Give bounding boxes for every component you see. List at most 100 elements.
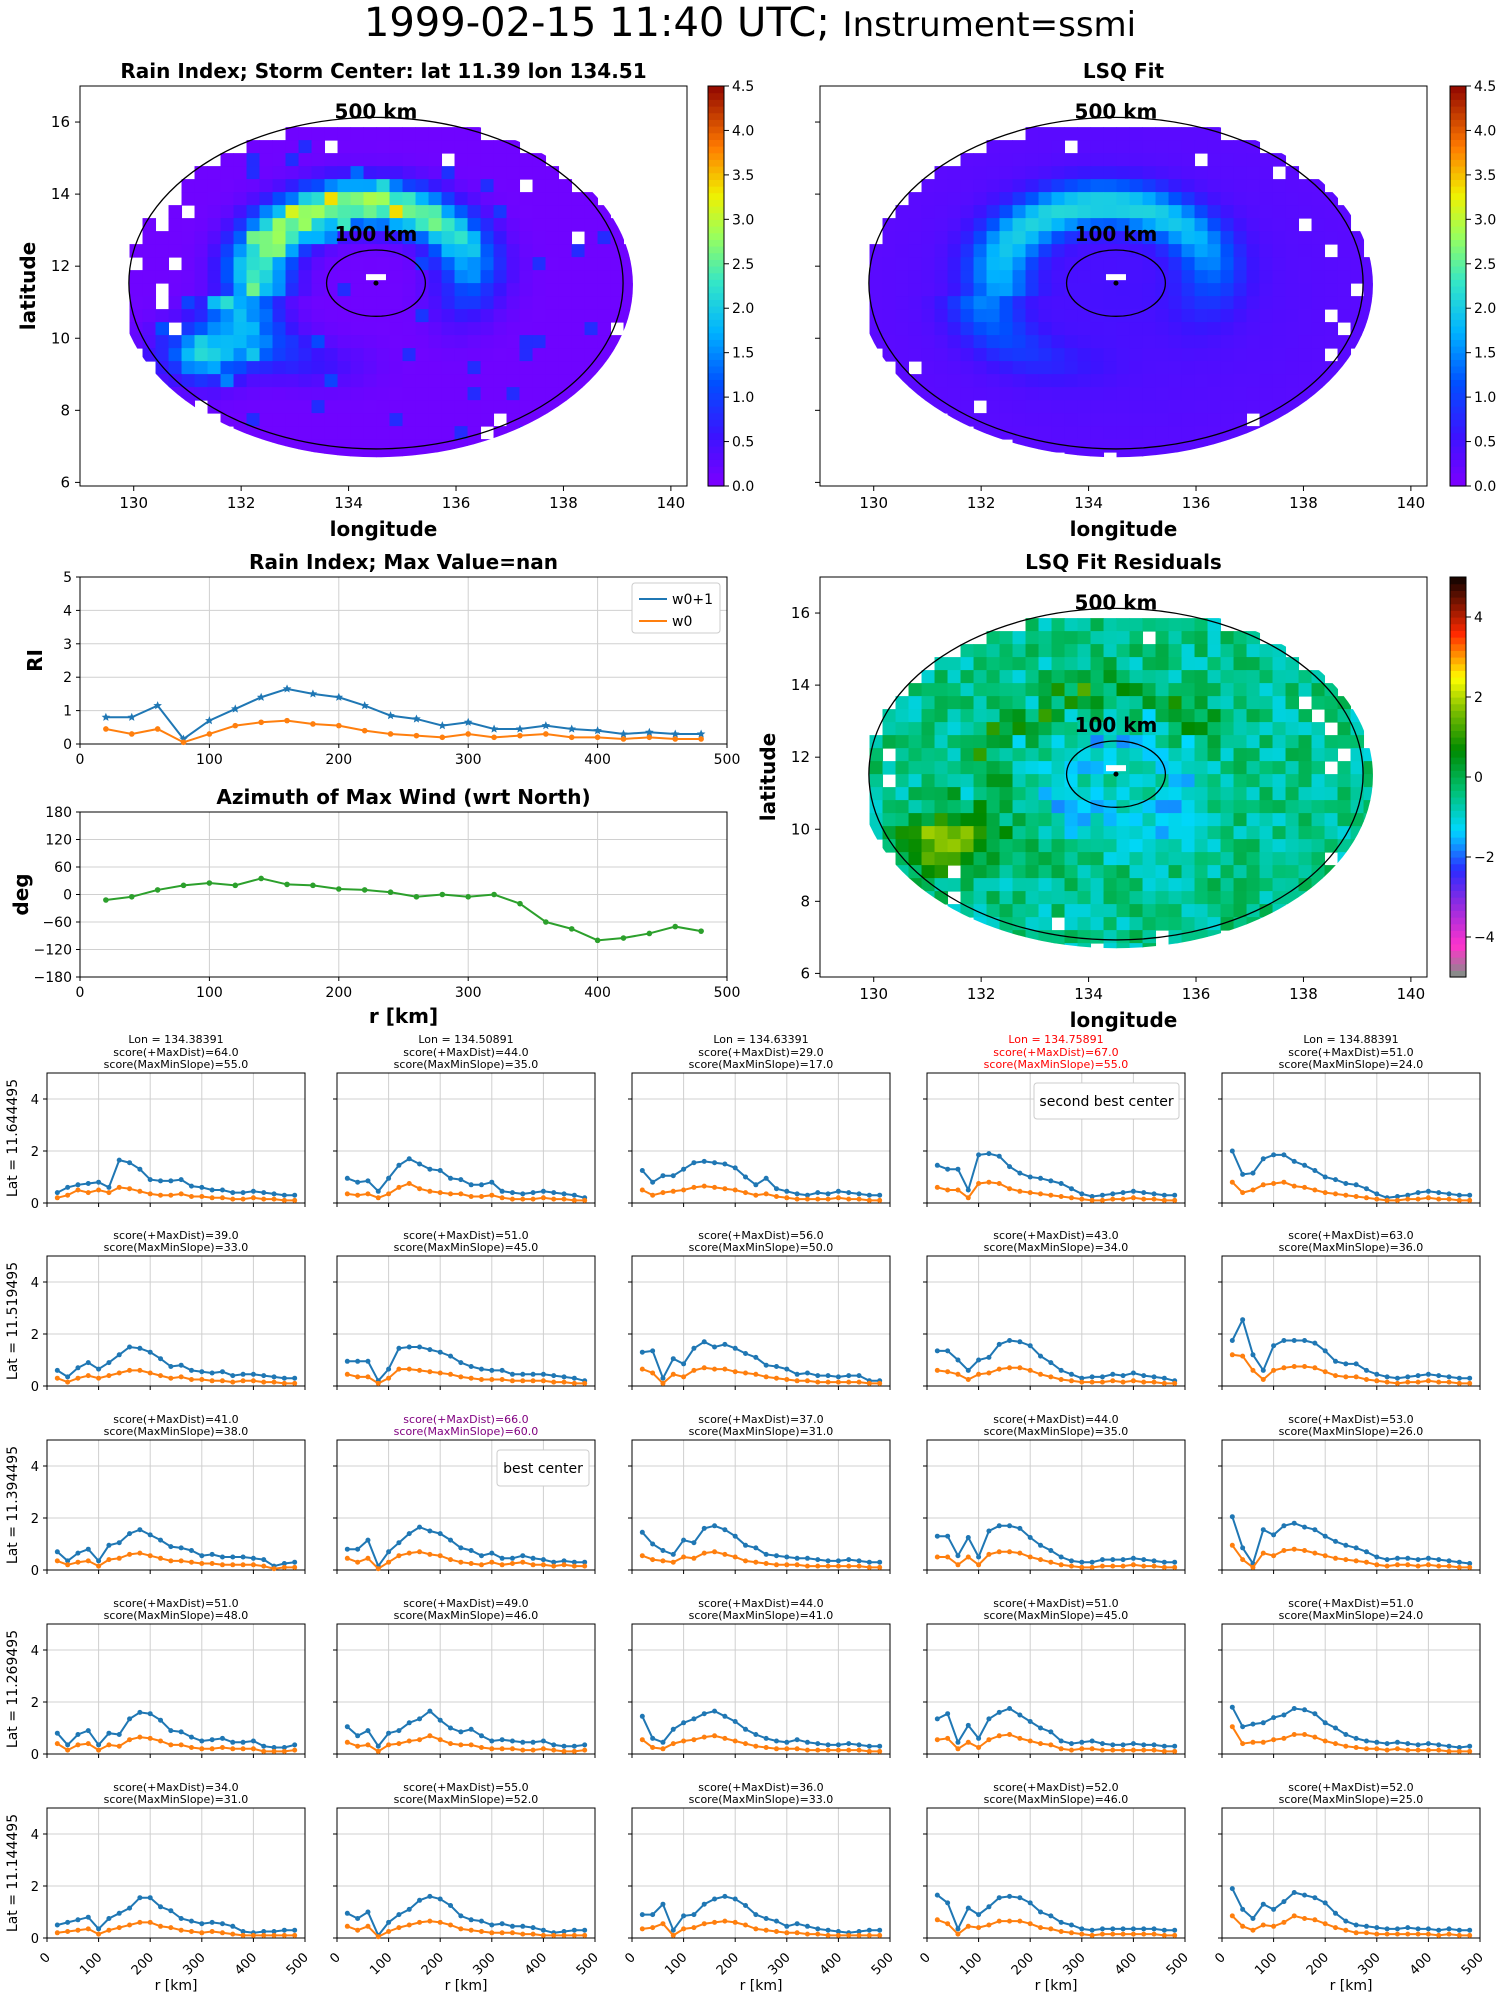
- field-cell: [1077, 787, 1092, 801]
- w0p1-point: [355, 1916, 361, 1921]
- field-cell: [999, 348, 1014, 362]
- field-cell: [493, 231, 508, 245]
- field-cell: [1168, 826, 1183, 840]
- colorbar-step: [1450, 132, 1466, 140]
- field-cell: [1064, 748, 1079, 762]
- w0p1-point: [406, 1720, 412, 1726]
- field-cell: [1051, 387, 1066, 401]
- w0p1-point: [261, 1743, 267, 1749]
- colorbar-step: [708, 406, 724, 414]
- w0p1-point: [1343, 1918, 1349, 1924]
- w0-point: [846, 1379, 852, 1385]
- w0p1-point: [804, 1555, 810, 1561]
- colorbar-step: [1450, 897, 1466, 905]
- w0-point: [468, 1561, 474, 1566]
- field-cell: [1181, 878, 1196, 892]
- field-cell: [454, 322, 469, 336]
- field-cell: [960, 826, 975, 840]
- w0-point: [406, 1550, 412, 1556]
- w0p1-point: [1446, 1743, 1452, 1749]
- panel-lon-title: Lon = 134.63391: [713, 1033, 808, 1046]
- field-cell: [155, 257, 170, 271]
- field-cell: [480, 140, 495, 154]
- w0-point: [681, 1187, 687, 1193]
- w0p1-point: [996, 1523, 1002, 1529]
- x-axis-label: r [km]: [1035, 1978, 1078, 1994]
- w0p1-point: [934, 1533, 940, 1539]
- field-cell: [1298, 348, 1313, 362]
- field-cell: [480, 322, 495, 336]
- field-cell: [441, 140, 456, 154]
- colorbar-step: [1450, 312, 1466, 320]
- w0-point: [1130, 1378, 1136, 1384]
- field-cell: [311, 361, 326, 375]
- w0p1-point: [1271, 1152, 1277, 1158]
- colorbar-step: [708, 466, 724, 474]
- x-tick-label: 100: [196, 752, 223, 768]
- field-cell: [1207, 387, 1222, 401]
- field-cell: [194, 296, 209, 310]
- w0-point: [1384, 1747, 1390, 1753]
- w0p1-point: [722, 1341, 728, 1347]
- field-cell: [519, 400, 534, 414]
- colorbar-step: [1450, 683, 1466, 691]
- w0p1-point: [406, 1531, 412, 1537]
- field-cell: [960, 218, 975, 232]
- field-cell: [1012, 657, 1027, 671]
- colorbar: 0.00.51.01.52.02.53.03.54.04.5: [707, 79, 754, 495]
- w0p1-point: [240, 1190, 246, 1196]
- w0p1-point: [1446, 1926, 1452, 1932]
- w0-point: [437, 1553, 443, 1559]
- field-cell: [986, 761, 1001, 775]
- field-cell: [999, 322, 1014, 336]
- field-cell: [1142, 722, 1157, 736]
- w0p1-point: [396, 1912, 402, 1918]
- y-tick-label: 10: [51, 329, 70, 347]
- field-cell: [1116, 296, 1131, 310]
- field-cell: [389, 374, 404, 388]
- field-cell: [311, 166, 326, 180]
- field-cell: [1246, 153, 1261, 167]
- colorbar-step: [1450, 910, 1466, 918]
- field-cell: [1038, 231, 1053, 245]
- colorbar-step: [1450, 790, 1466, 798]
- field-cell: [1181, 348, 1196, 362]
- y-tick-label: 6: [60, 473, 70, 491]
- panel-score-maxminslope: score(MaxMinSlope)=46.0: [394, 1609, 539, 1622]
- field-cell: [973, 657, 988, 671]
- field-cell: [454, 244, 469, 258]
- field-cell: [285, 348, 300, 362]
- field-cell: [363, 166, 378, 180]
- field-cell: [532, 192, 547, 206]
- field-cell: [1090, 309, 1105, 323]
- field-cell: [1298, 283, 1313, 297]
- colorbar-step: [1450, 583, 1466, 591]
- w0-point: [386, 1191, 392, 1197]
- x-tick-label: 200: [419, 1950, 447, 1978]
- field-cell: [1064, 244, 1079, 258]
- field-cell: [519, 257, 534, 271]
- w0-point: [261, 1748, 267, 1754]
- w0-point: [1384, 1563, 1390, 1569]
- w0-point: [1312, 1550, 1318, 1556]
- field-cell: [1285, 374, 1300, 388]
- w0-point: [261, 1379, 267, 1385]
- w0-point: [1017, 1188, 1023, 1194]
- w0p1-point: [1089, 1927, 1095, 1933]
- colorbar-step: [1450, 970, 1466, 978]
- field-cell: [1168, 166, 1183, 180]
- azimuth-point: [180, 882, 187, 889]
- field-cell: [882, 787, 897, 801]
- field-cell: [428, 166, 443, 180]
- field-cell: [1311, 735, 1326, 749]
- field-cell: [415, 361, 430, 375]
- w0-point: [365, 1374, 371, 1380]
- field-cell: [597, 257, 612, 271]
- field-cell: [1064, 696, 1079, 710]
- field-cell: [934, 813, 949, 827]
- field-cell: [908, 839, 923, 853]
- field-cell: [999, 283, 1014, 297]
- w0-point: [1456, 1564, 1462, 1570]
- w0-point: [1099, 1931, 1105, 1937]
